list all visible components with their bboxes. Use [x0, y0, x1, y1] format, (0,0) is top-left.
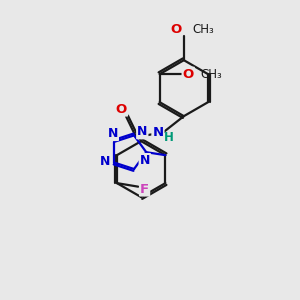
Text: O: O — [116, 103, 127, 116]
Text: F: F — [140, 182, 149, 196]
Text: O: O — [183, 68, 194, 81]
Text: N: N — [140, 154, 150, 167]
Text: CH₃: CH₃ — [201, 68, 223, 81]
Text: O: O — [170, 23, 181, 36]
Text: N: N — [100, 154, 110, 168]
Text: N: N — [152, 126, 164, 139]
Text: CH₃: CH₃ — [192, 23, 214, 36]
Text: N: N — [108, 127, 118, 140]
Text: N: N — [137, 125, 148, 138]
Text: H: H — [164, 131, 174, 144]
